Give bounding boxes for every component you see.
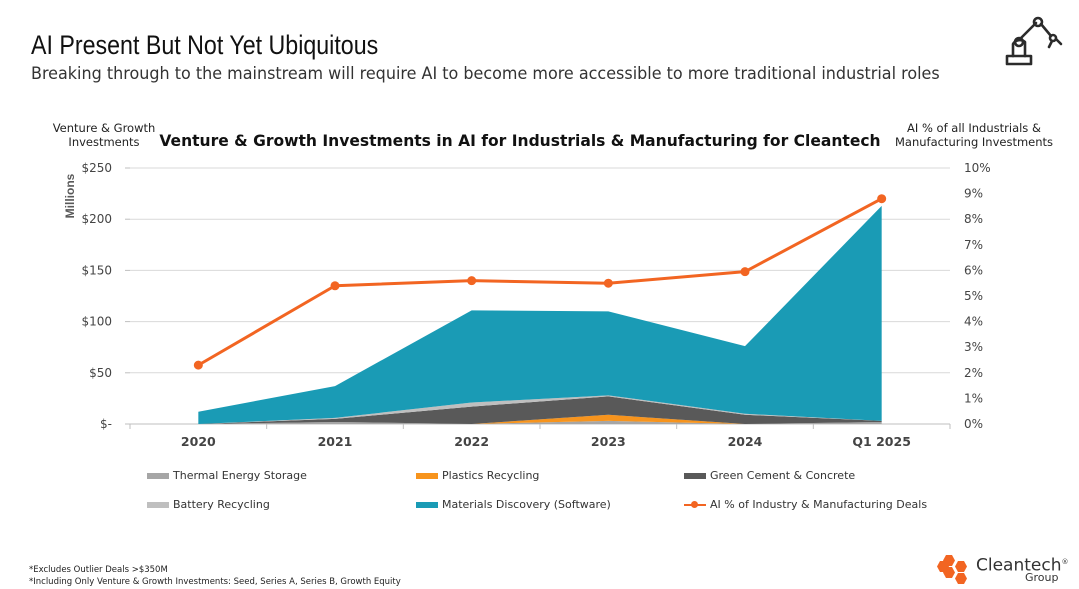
ai-percent-point: [330, 281, 340, 291]
y2-tick-label: 0%: [964, 417, 983, 431]
x-tick-label: 2022: [454, 434, 489, 449]
cleantech-logo-icon: [937, 555, 967, 584]
legend-swatch: [684, 472, 706, 479]
logo-sub: Group: [1025, 571, 1059, 584]
footnote-investment-types: *Including Only Venture & Growth Investm…: [29, 577, 401, 587]
legend-item-thermal: Thermal Energy Storage: [147, 469, 307, 482]
x-tick-label: 2021: [318, 434, 353, 449]
y2-tick-label: 7%: [964, 238, 983, 252]
y-tick-label: $50: [89, 366, 112, 380]
y-tick-label: $100: [81, 315, 112, 329]
legend-label: AI % of Industry & Manufacturing Deals: [710, 498, 928, 511]
legend-label: Materials Discovery (Software): [442, 498, 611, 511]
ai-percent-point: [193, 360, 203, 370]
area-series-materials: [198, 205, 882, 424]
legend-line-marker: [684, 500, 706, 510]
area-series-thermal: [198, 420, 882, 424]
y-tick-label: $200: [81, 212, 112, 226]
legend-label: Battery Recycling: [173, 498, 270, 511]
ai-percent-point: [467, 276, 477, 286]
legend-swatch: [147, 472, 169, 479]
legend-item-cement: Green Cement & Concrete: [684, 469, 855, 482]
legend-swatch: [147, 501, 169, 508]
page-subtitle: Breaking through to the mainstream will …: [31, 64, 940, 84]
x-tick-label: 2020: [181, 434, 216, 449]
y2-tick-label: 8%: [964, 212, 983, 226]
robot-arm-icon: [1005, 16, 1063, 66]
area-series-cement: [198, 396, 882, 424]
y-tick-label: $-: [100, 417, 112, 431]
ai-percent-line: [197, 197, 883, 367]
y2-tick-label: 3%: [964, 340, 983, 354]
y2-tick-label: 4%: [964, 315, 983, 329]
y2-tick-label: 1%: [964, 391, 983, 405]
legend-item-ai-line: AI % of Industry & Manufacturing Deals: [684, 498, 927, 511]
y-axis-label: Millions: [63, 173, 77, 218]
chart-title: Venture & Growth Investments in AI for I…: [159, 131, 881, 150]
right-axis-title: AI % of all Industrials & Manufacturing …: [894, 121, 1054, 149]
ai-percent-point: [877, 194, 887, 204]
ai-percent-point: [603, 278, 613, 288]
y2-tick-label: 5%: [964, 289, 983, 303]
legend-label: Green Cement & Concrete: [710, 469, 856, 482]
y-tick-label: $150: [81, 263, 112, 277]
legend-item-materials: Materials Discovery (Software): [416, 498, 611, 511]
ai-percent-point: [740, 267, 750, 277]
logo-name: Cleantech®: [976, 555, 1069, 576]
x-tick-label: Q1 2025: [852, 434, 910, 449]
y2-tick-label: 6%: [964, 263, 983, 277]
legend-label: Thermal Energy Storage: [173, 469, 307, 482]
y2-tick-label: 10%: [964, 161, 991, 175]
left-axis-title: Venture & Growth Investments: [52, 121, 156, 149]
y2-tick-label: 2%: [964, 366, 983, 380]
y-tick-label: $250: [81, 161, 112, 175]
legend-item-plastics: Plastics Recycling: [416, 469, 539, 482]
legend-swatch: [416, 501, 438, 508]
x-tick-label: 2024: [728, 434, 763, 449]
area-series-plastics: [198, 414, 882, 424]
legend-swatch: [416, 472, 438, 479]
y2-tick-label: 9%: [964, 187, 983, 201]
area-series-battery: [198, 395, 882, 424]
footnote-outliers: *Excludes Outlier Deals >$350M: [29, 565, 168, 575]
legend-item-battery: Battery Recycling: [147, 498, 270, 511]
legend-label: Plastics Recycling: [442, 469, 540, 482]
x-tick-label: 2023: [591, 434, 626, 449]
page-title: AI Present But Not Yet Ubiquitous: [31, 30, 379, 60]
